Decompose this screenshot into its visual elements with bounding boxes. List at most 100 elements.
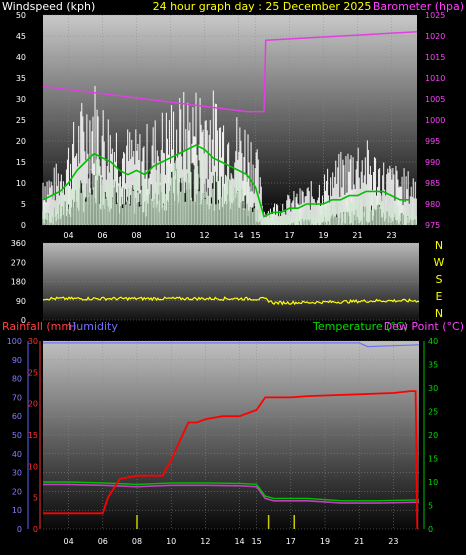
direction-series bbox=[42, 296, 420, 306]
humidity-y-tick-label: 50 bbox=[12, 431, 22, 440]
humidity-y-tick-label: 80 bbox=[12, 375, 22, 384]
wind-direction-line bbox=[42, 296, 420, 306]
direction-plot-area bbox=[43, 243, 419, 320]
windspeed-axis-title: Windspeed (kph) bbox=[2, 0, 95, 13]
wind-x-tick-label: 08 bbox=[131, 231, 141, 240]
wind-y-tick-label: 15 bbox=[16, 158, 26, 167]
wind-y-tick-label: 5 bbox=[21, 200, 26, 209]
humidity-y-tick-label: 0 bbox=[17, 525, 22, 534]
barometer-y-tick-label: 1000 bbox=[425, 116, 445, 125]
rain-y-tick-label: 10 bbox=[28, 462, 38, 471]
wind-series bbox=[42, 31, 418, 225]
dewpoint-line bbox=[43, 483, 420, 504]
rain-temp-x-tick-label: 14 bbox=[234, 537, 244, 546]
rain-temp-ticks: 0 10 20 30 40 50 60 70 80 90 100 0 5 10 15 20 25 30 0 5 10 15… bbox=[7, 337, 438, 546]
wind-y-tick-label: 30 bbox=[16, 95, 26, 104]
wind-average-line bbox=[42, 144, 409, 218]
barometer-y-tick-label: 990 bbox=[425, 158, 440, 167]
wind-x-tick-label: 06 bbox=[97, 231, 107, 240]
barometer-y-tick-label: 1025 bbox=[425, 11, 445, 20]
temperature-y-tick-label: 10 bbox=[428, 478, 438, 487]
rain-temp-x-tick-label: 08 bbox=[132, 537, 142, 546]
rain-temp-x-tick-label: 23 bbox=[388, 537, 398, 546]
wind-x-tick-label: 23 bbox=[386, 231, 396, 240]
rain-y-tick-label: 0 bbox=[33, 525, 38, 534]
barometer-y-tick-label: 985 bbox=[425, 179, 440, 188]
barometer-y-tick-label: 975 bbox=[425, 221, 440, 230]
wind-y-tick-label: 40 bbox=[16, 53, 26, 62]
wind-y-tick-label: 20 bbox=[16, 137, 26, 146]
compass-s: S bbox=[436, 273, 443, 286]
wind-x-tick-label: 12 bbox=[199, 231, 209, 240]
humidity-y-tick-label: 20 bbox=[12, 487, 22, 496]
compass-labels: N W S E N bbox=[434, 239, 445, 320]
humidity-y-tick-label: 100 bbox=[7, 337, 22, 346]
rain-temp-x-tick-label: 12 bbox=[200, 537, 210, 546]
rain-y-tick-label: 15 bbox=[28, 431, 38, 440]
wind-x-tick-label: 14 bbox=[233, 231, 243, 240]
rainfall-axis-title: Rainfall (mm) bbox=[2, 320, 76, 333]
compass-e: E bbox=[436, 290, 443, 303]
rain-temp-x-tick-label: 06 bbox=[98, 537, 108, 546]
wind-x-tick-label: 21 bbox=[352, 231, 362, 240]
rain-temp-x-tick-label: 04 bbox=[64, 537, 74, 546]
rain-temp-series bbox=[43, 342, 420, 530]
rain-temp-x-tick-label: 17 bbox=[286, 537, 296, 546]
rain-temp-x-tick-label: 19 bbox=[320, 537, 330, 546]
barometer-y-tick-label: 1010 bbox=[425, 74, 445, 83]
wind-y-tick-label: 35 bbox=[16, 74, 26, 83]
temperature-line bbox=[43, 481, 420, 502]
barometer-line bbox=[42, 31, 418, 113]
wind-y-tick-label: 0 bbox=[21, 221, 26, 230]
compass-n-bottom: N bbox=[435, 307, 443, 320]
barometer-y-tick-label: 995 bbox=[425, 137, 440, 146]
rain-y-tick-label: 30 bbox=[28, 337, 38, 346]
temperature-y-tick-label: 40 bbox=[428, 337, 438, 346]
rain-temp-plot-area bbox=[43, 341, 419, 529]
wind-x-tick-label: 15 bbox=[250, 231, 260, 240]
compass-n-top: N bbox=[435, 239, 443, 252]
wind-y-tick-label: 45 bbox=[16, 32, 26, 41]
direction-y-tick-label: 360 bbox=[11, 239, 26, 248]
rain-temp-grid bbox=[43, 340, 419, 530]
direction-ticks: 0 90 180 270 360 bbox=[11, 239, 26, 325]
humidity-y-tick-label: 10 bbox=[12, 506, 22, 515]
temperature-y-tick-label: 30 bbox=[428, 384, 438, 393]
direction-y-tick-label: 270 bbox=[11, 258, 26, 267]
wind-x-tick-label: 17 bbox=[284, 231, 294, 240]
wind-x-tick-label: 19 bbox=[318, 231, 328, 240]
rain-y-tick-label: 5 bbox=[33, 494, 38, 503]
rainfall-line bbox=[43, 390, 419, 530]
graph-title: 24 hour graph day : 25 December 2025 bbox=[153, 0, 372, 13]
compass-w: W bbox=[434, 256, 445, 269]
temperature-y-tick-label: 0 bbox=[428, 525, 433, 534]
dewpoint-axis-title: Dew Point (°C) bbox=[384, 320, 464, 333]
rain-y-tick-label: 25 bbox=[28, 368, 38, 377]
barometer-axis-title: Barometer (hpa) bbox=[373, 0, 464, 13]
rain-temp-x-tick-label: 10 bbox=[166, 537, 176, 546]
barometer-y-tick-label: 980 bbox=[425, 200, 440, 209]
temperature-y-tick-label: 15 bbox=[428, 455, 438, 464]
wind-x-tick-label: 04 bbox=[63, 231, 73, 240]
humidity-y-tick-label: 60 bbox=[12, 412, 22, 421]
wind-y-tick-label: 10 bbox=[16, 179, 26, 188]
wind-y-tick-label: 25 bbox=[16, 116, 26, 125]
barometer-y-tick-label: 1005 bbox=[425, 95, 445, 104]
wind-ticks: 0510152025303540455097598098599099510001… bbox=[16, 11, 446, 240]
temperature-y-tick-label: 35 bbox=[428, 361, 438, 370]
wind-x-tick-label: 10 bbox=[165, 231, 175, 240]
direction-y-tick-label: 90 bbox=[16, 297, 26, 306]
direction-y-tick-label: 180 bbox=[11, 278, 26, 287]
temperature-y-tick-label: 5 bbox=[428, 502, 433, 511]
rain-temp-x-tick-label: 15 bbox=[252, 537, 262, 546]
direction-y-tick-label: 0 bbox=[21, 316, 26, 325]
humidity-axis-title: Humidity bbox=[68, 320, 118, 333]
barometer-y-tick-label: 1015 bbox=[425, 53, 445, 62]
humidity-y-tick-label: 30 bbox=[12, 469, 22, 478]
humidity-y-tick-label: 40 bbox=[12, 450, 22, 459]
temperature-axis-title: Temperature (°C) bbox=[312, 320, 408, 333]
humidity-y-tick-label: 70 bbox=[12, 393, 22, 402]
barometer-y-tick-label: 1020 bbox=[425, 32, 445, 41]
rain-temp-x-tick-label: 21 bbox=[354, 537, 364, 546]
